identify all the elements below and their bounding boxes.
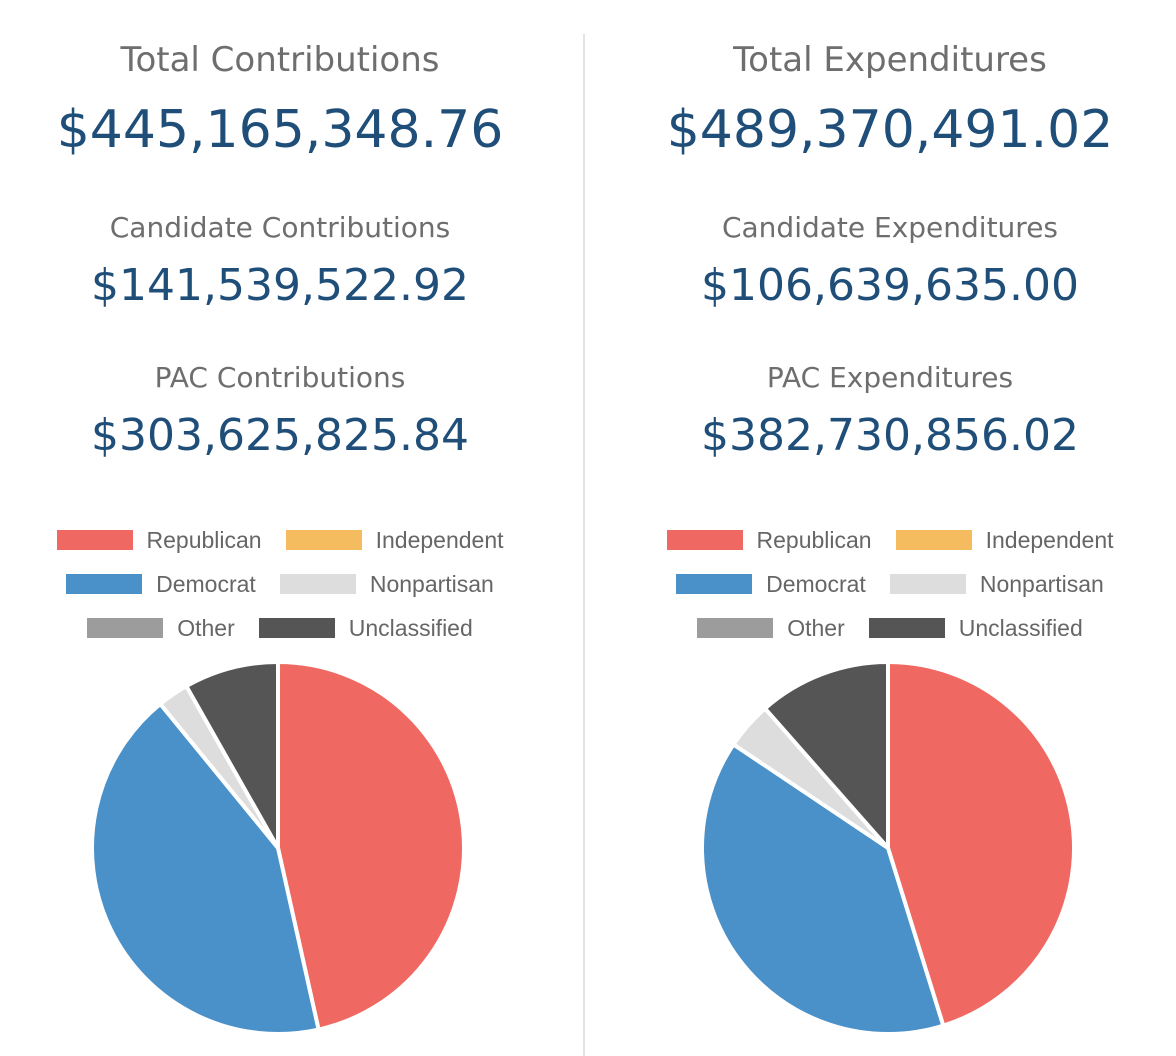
pie-slice-republican[interactable]	[886, 660, 1076, 1028]
legend-label-independent: Independent	[375, 526, 504, 553]
total-expenditures-label: Total Expenditures	[733, 40, 1047, 80]
legend-item-unclassified[interactable]: Unclassified	[868, 614, 1083, 642]
candidate-expenditures-label: Candidate Expenditures	[721, 211, 1059, 244]
pie-slice-republican[interactable]	[276, 660, 466, 1032]
legend-swatch-independent	[895, 530, 972, 550]
candidate-expenditures-value: $106,639,635.00	[701, 260, 1079, 311]
legend-item-other[interactable]: Other	[697, 615, 845, 642]
legend-row: Republican Independent	[0, 518, 560, 562]
legend-swatch-other	[697, 618, 774, 638]
expenditures-legend: Republican Independent Democrat Nonpartisan…	[610, 518, 1170, 650]
legend-swatch-nonpartisan	[279, 574, 356, 594]
total-contributions-value: $445,165,348.76	[56, 100, 504, 160]
pie-slice-democrat[interactable]	[700, 742, 946, 1036]
legend-row: Democrat Nonpartisan	[0, 562, 560, 606]
expenditures-pie-chart	[700, 660, 1076, 1036]
pie-slice-unclassified[interactable]	[184, 660, 280, 850]
legend-swatch-republican	[56, 530, 133, 550]
legend-swatch-other	[87, 618, 164, 638]
legend-label-republican: Republican	[146, 526, 262, 553]
total-contributions-label: Total Contributions	[120, 40, 440, 80]
legend-label-other: Other	[177, 614, 235, 641]
legend-swatch-nonpartisan	[889, 574, 966, 594]
candidate-contributions-value: $141,539,522.92	[91, 260, 469, 311]
contributions-legend: Republican Independent Democrat Nonpartisan…	[0, 518, 560, 650]
legend-label-nonpartisan: Nonpartisan	[369, 570, 494, 597]
pac-contributions-label: PAC Contributions	[154, 361, 406, 394]
legend-item-republican[interactable]: Republican	[666, 526, 872, 554]
contributions-pie-chart	[90, 660, 466, 1036]
pac-contributions-value: $303,625,825.84	[91, 410, 469, 461]
legend-swatch-independent	[285, 530, 362, 550]
legend-label-republican: Republican	[756, 526, 872, 553]
legend-swatch-unclassified	[868, 618, 945, 638]
legend-item-nonpartisan[interactable]: Nonpartisan	[279, 570, 494, 598]
legend-label-unclassified: Unclassified	[958, 614, 1083, 641]
total-expenditures-value: $489,370,491.02	[666, 100, 1114, 160]
legend-swatch-democrat	[676, 574, 753, 594]
legend-item-other[interactable]: Other	[87, 615, 235, 642]
expenditures-column: Total Expenditures $489,370,491.02 Candi…	[610, 0, 1170, 1056]
legend-label-unclassified: Unclassified	[348, 614, 473, 641]
candidate-contributions-label: Candidate Contributions	[109, 211, 451, 244]
legend-item-republican[interactable]: Republican	[56, 526, 262, 554]
legend-label-nonpartisan: Nonpartisan	[979, 570, 1104, 597]
legend-item-nonpartisan[interactable]: Nonpartisan	[889, 570, 1104, 598]
legend-row: Democrat Nonpartisan	[610, 562, 1170, 606]
column-divider	[583, 34, 585, 1056]
legend-item-democrat[interactable]: Democrat	[66, 571, 256, 598]
legend-label-other: Other	[787, 614, 845, 641]
legend-item-democrat[interactable]: Democrat	[676, 571, 866, 598]
legend-row: Other Unclassified	[610, 606, 1170, 650]
legend-label-independent: Independent	[985, 526, 1114, 553]
pac-expenditures-value: $382,730,856.02	[701, 410, 1079, 461]
pie-slice-democrat[interactable]	[90, 701, 321, 1036]
legend-swatch-democrat	[66, 574, 143, 594]
pie-slice-unclassified[interactable]	[762, 660, 890, 850]
legend-swatch-republican	[666, 530, 743, 550]
legend-row: Other Unclassified	[0, 606, 560, 650]
legend-row: Republican Independent	[610, 518, 1170, 562]
pac-expenditures-label: PAC Expenditures	[766, 361, 1014, 394]
legend-item-unclassified[interactable]: Unclassified	[258, 614, 473, 642]
legend-label-democrat: Democrat	[156, 570, 256, 597]
legend-item-independent[interactable]: Independent	[285, 526, 504, 554]
legend-swatch-unclassified	[258, 618, 335, 638]
legend-label-democrat: Democrat	[766, 570, 866, 597]
contributions-column: Total Contributions $445,165,348.76 Cand…	[0, 0, 560, 1056]
legend-item-independent[interactable]: Independent	[895, 526, 1114, 554]
